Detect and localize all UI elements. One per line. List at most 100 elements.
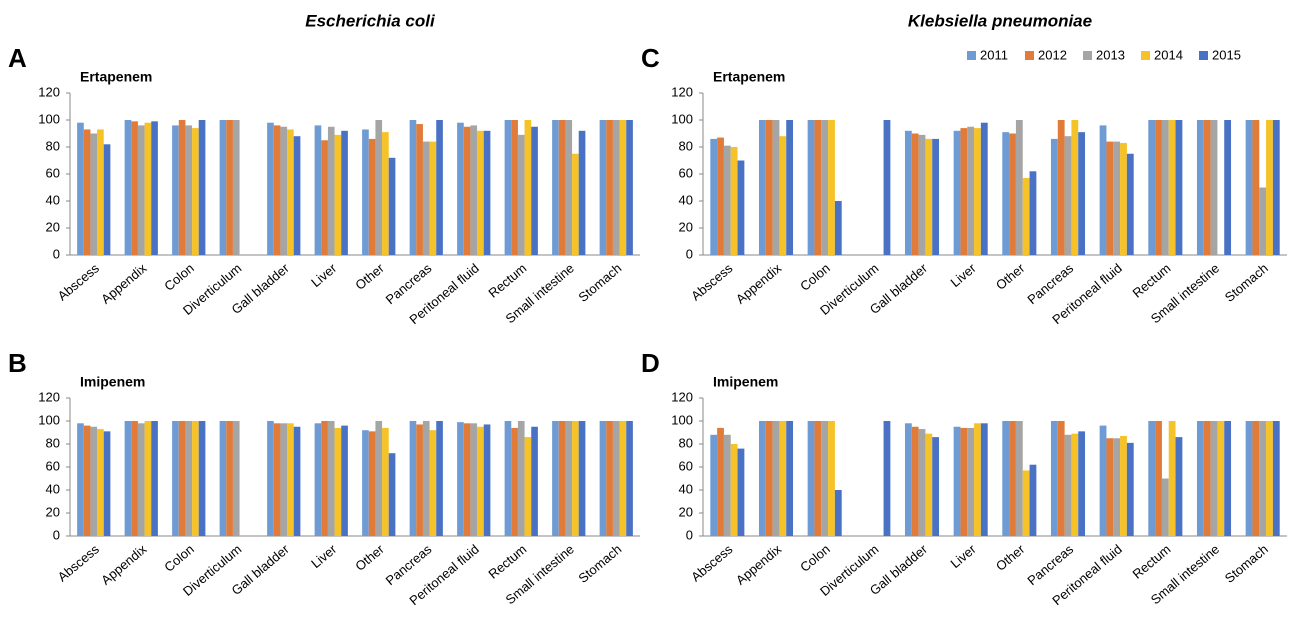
bar xyxy=(918,134,926,255)
bar xyxy=(1155,421,1162,536)
x-tick-label: Stomach xyxy=(1222,541,1271,585)
bar xyxy=(821,421,829,536)
bar xyxy=(83,129,91,255)
bar xyxy=(483,130,491,255)
bar xyxy=(334,134,342,255)
x-tick-label: Stomach xyxy=(575,260,624,304)
bar xyxy=(1099,125,1107,256)
bar xyxy=(758,421,766,536)
y-tick-label: 120 xyxy=(671,389,693,404)
bar xyxy=(558,120,566,255)
bar xyxy=(362,129,369,255)
bar xyxy=(565,120,573,255)
bar xyxy=(1022,178,1030,255)
bar xyxy=(172,125,179,256)
bar xyxy=(144,122,152,255)
bar xyxy=(710,138,718,255)
y-tick-label: 20 xyxy=(679,219,693,234)
bar xyxy=(558,421,566,536)
bar xyxy=(77,122,84,255)
bar xyxy=(619,120,627,255)
bar xyxy=(178,421,186,536)
y-tick-label: 100 xyxy=(38,412,60,427)
y-tick-label: 0 xyxy=(53,246,60,261)
bar xyxy=(362,430,369,536)
bar xyxy=(287,423,294,536)
bar xyxy=(1210,120,1218,255)
bar xyxy=(807,120,815,255)
bar xyxy=(619,421,627,536)
bar xyxy=(273,423,281,536)
bar xyxy=(90,133,98,255)
bar xyxy=(416,124,423,255)
bar xyxy=(375,421,383,536)
bar xyxy=(1161,120,1169,255)
bar xyxy=(1029,171,1037,255)
y-tick-label: 100 xyxy=(38,111,60,126)
bar xyxy=(626,120,633,255)
bar xyxy=(1050,421,1058,536)
bar xyxy=(185,421,193,536)
y-tick-label: 100 xyxy=(671,111,693,126)
bar xyxy=(131,421,138,536)
y-tick-label: 60 xyxy=(679,458,693,473)
bar xyxy=(925,433,933,536)
bar xyxy=(723,145,731,255)
bar xyxy=(97,129,104,255)
bar xyxy=(327,126,335,255)
bar xyxy=(1050,138,1058,255)
bar xyxy=(1120,435,1127,536)
x-tick-label: Appendix xyxy=(733,541,785,588)
bar xyxy=(606,120,613,255)
bar xyxy=(821,120,829,255)
bar xyxy=(388,453,396,536)
bar xyxy=(1259,187,1267,255)
y-tick-label: 60 xyxy=(46,165,60,180)
bar xyxy=(710,434,718,536)
bar xyxy=(834,490,842,536)
bar xyxy=(131,121,138,255)
bar xyxy=(219,421,227,536)
bar xyxy=(807,421,815,536)
bar xyxy=(572,421,579,536)
bar xyxy=(1175,120,1183,255)
bar xyxy=(1217,421,1225,536)
bar xyxy=(932,437,940,536)
bar xyxy=(524,120,532,255)
y-tick-label: 20 xyxy=(679,504,693,519)
bar xyxy=(1148,120,1156,255)
bar xyxy=(1106,438,1114,536)
bar xyxy=(612,120,620,255)
panel-label: C xyxy=(641,43,660,73)
bar xyxy=(1064,434,1072,536)
bar xyxy=(904,423,912,536)
bar xyxy=(77,423,84,536)
bar xyxy=(1155,120,1162,255)
bar xyxy=(293,426,301,536)
bar xyxy=(779,136,787,255)
x-tick-label: Appendix xyxy=(98,541,150,588)
bar xyxy=(980,122,988,255)
bar xyxy=(1210,421,1218,536)
bar xyxy=(1126,153,1134,255)
y-tick-label: 100 xyxy=(671,412,693,427)
bar xyxy=(737,160,745,255)
x-tick-label: Rectum xyxy=(485,260,529,300)
bar xyxy=(232,421,240,536)
bar xyxy=(737,448,745,536)
bar xyxy=(1015,120,1023,255)
x-tick-label: Rectum xyxy=(1130,260,1174,300)
bar xyxy=(504,421,512,536)
panel-label: D xyxy=(641,348,660,378)
legend-label: 2013 xyxy=(1096,47,1125,62)
y-tick-label: 80 xyxy=(679,138,693,153)
x-tick-label: Abscess xyxy=(55,260,103,303)
x-tick-label: Rectum xyxy=(1130,541,1174,581)
bar xyxy=(1057,120,1065,255)
bar xyxy=(1161,478,1169,536)
bar xyxy=(834,201,842,255)
y-tick-label: 0 xyxy=(686,246,693,261)
y-tick-label: 80 xyxy=(679,435,693,450)
bar xyxy=(974,128,981,255)
bar xyxy=(606,421,613,536)
